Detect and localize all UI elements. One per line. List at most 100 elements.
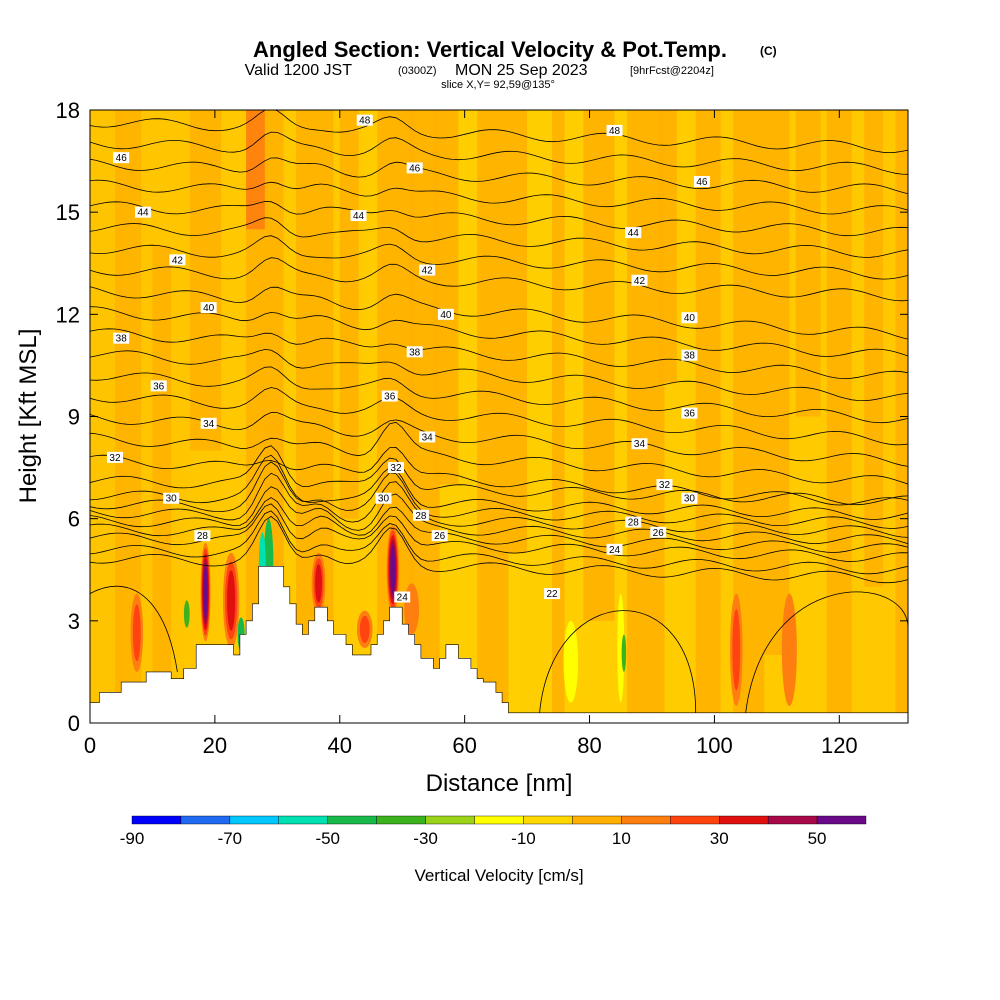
contour-label: 46: [693, 176, 710, 188]
contour-label: 24: [606, 543, 623, 556]
velocity-streak: [189, 110, 222, 451]
contour-label-box: [681, 492, 698, 504]
contour-label-text: 36: [384, 392, 396, 403]
contour-label-box: [375, 492, 392, 504]
contour-label: 40: [681, 312, 698, 324]
velocity-streak: [246, 110, 265, 230]
contour-label: 32: [106, 451, 123, 464]
contour-label-box: [200, 417, 217, 429]
isentrope-line: [539, 610, 697, 713]
contour-label-box: [419, 431, 436, 443]
forecast-note: [9hrFcst@2204z]: [630, 65, 714, 77]
velocity-streak: [864, 110, 884, 587]
contour-label: 36: [150, 380, 167, 392]
colorbar-swatch: [425, 815, 475, 825]
terrain-mask: [90, 566, 908, 723]
contour-label-text: 46: [409, 163, 421, 174]
contour-label: 38: [406, 346, 423, 358]
colorbar-tick-label: 30: [710, 829, 729, 848]
y-tick-label: 9: [68, 405, 80, 430]
contour-label-text: 42: [422, 266, 434, 277]
contour-label: 38: [681, 349, 698, 362]
isentrope-line: [90, 306, 908, 357]
isentrope-line: [90, 349, 908, 402]
contour-label-text: 24: [397, 592, 409, 603]
isentrope-line: [90, 157, 908, 195]
contour-label: 34: [631, 438, 648, 450]
contour-label-text: 40: [440, 310, 452, 321]
contour-label-box: [135, 206, 152, 218]
x-tick-label: 60: [452, 733, 476, 758]
title-unit: (C): [760, 44, 777, 58]
convective-cell: [732, 609, 741, 691]
isentrope-line: [90, 486, 908, 545]
colorbar-tick-label: -50: [315, 829, 340, 848]
contour-label-text: 32: [659, 480, 671, 491]
convective-cells: [130, 518, 797, 706]
contour-label-box: [631, 274, 648, 286]
downdraft-patch: [563, 620, 579, 703]
x-axis: 0 20 40 60 80 100 120: [84, 110, 858, 758]
colorbar-tick-label: -90: [120, 829, 145, 848]
contour-label: 24: [394, 591, 411, 603]
velocity-streak: [695, 110, 721, 723]
colorbar-swatch: [621, 815, 671, 825]
y-tick-label: 0: [68, 711, 80, 736]
velocity-streak: [339, 110, 359, 519]
contour-label-box: [431, 530, 448, 542]
contour-label-box: [681, 349, 698, 361]
contour-label: 36: [381, 390, 398, 403]
contour-label-text: 36: [684, 409, 696, 420]
contour-label-text: 46: [116, 153, 128, 164]
velocity-streak: [826, 110, 852, 723]
isentrope-line: [90, 585, 178, 672]
contour-label: 46: [406, 162, 423, 174]
isentrope-line: [90, 446, 908, 506]
contour-label-box: [200, 302, 217, 314]
contour-label-text: 34: [203, 419, 215, 430]
colorbar-swatch: [670, 815, 720, 825]
colorbar-swatch: [180, 815, 231, 825]
colorbar-label: Vertical Velocity [cm/s]: [414, 866, 583, 885]
plot-area: 48 48 46 46 46 44 44 44 42 42 42 40 40 40 38 38 38 36 36 36…: [90, 110, 908, 723]
contour-label-text: 22: [547, 589, 559, 600]
isentrope-line: [90, 110, 908, 154]
colorbar-swatch: [474, 815, 524, 825]
isentrope-line: [90, 461, 908, 529]
isentrope-line: [90, 421, 908, 485]
colorbar-tick-label: -30: [413, 829, 438, 848]
isentrope-line: [90, 387, 908, 446]
contour-label-box: [606, 543, 623, 555]
downdraft-patch: [617, 593, 625, 703]
contour-label-text: 38: [116, 334, 128, 345]
y-tick-label: 6: [68, 507, 80, 532]
x-tick-label: 100: [696, 733, 733, 758]
contour-label: 40: [437, 308, 454, 321]
contour-label-box: [150, 380, 167, 392]
contour-label: 30: [375, 492, 392, 505]
contour-label: 32: [656, 479, 673, 491]
contour-label: 42: [631, 274, 648, 287]
convective-cell: [227, 570, 236, 631]
colorbar-swatch: [278, 815, 328, 825]
y-tick-label: 15: [56, 200, 80, 225]
isentrope-line: [90, 286, 908, 340]
x-tick-label: 120: [821, 733, 858, 758]
convective-cell: [315, 563, 322, 603]
colorbar-swatch: [327, 815, 377, 825]
contour-label-text: 40: [684, 313, 696, 324]
contour-label-text: 28: [415, 511, 427, 522]
isentrope-line: [90, 497, 908, 553]
contour-label-text: 48: [359, 116, 371, 127]
contour-label: 42: [419, 264, 436, 277]
contour-label-text: 32: [390, 463, 402, 474]
isentrope-line: [90, 366, 908, 424]
downdraft-patch: [183, 600, 190, 628]
isentrope-line: [90, 235, 908, 280]
contour-label-text: 44: [138, 208, 150, 219]
contour-label-text: 38: [409, 347, 421, 358]
contour-label-box: [394, 591, 411, 603]
colorbar-swatch: [816, 815, 867, 825]
contour-label-text: 44: [353, 211, 365, 222]
